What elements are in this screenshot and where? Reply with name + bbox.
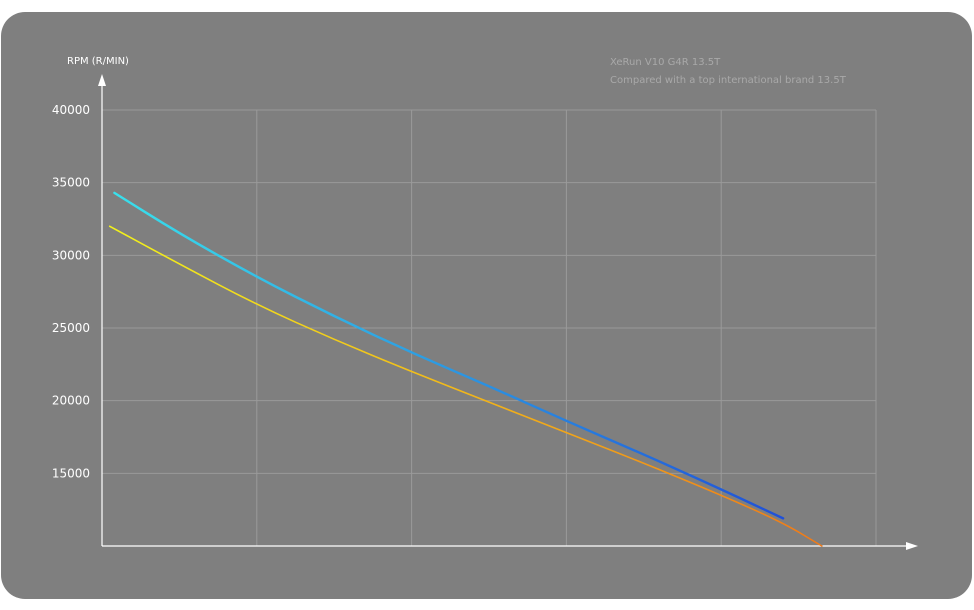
y-tick-labels: 15000 20000 25000 30000 35000 40000	[52, 103, 90, 480]
y-axis-arrow	[98, 74, 106, 86]
grid	[101, 109, 877, 546]
series-line-1	[113, 191, 785, 520]
legend: XeRun V10 G4R 13.5T Compared with a top …	[547, 57, 847, 86]
y-tick-label: 30000	[52, 248, 90, 262]
y-tick-label: 40000	[52, 103, 90, 117]
series	[108, 191, 823, 547]
axes	[98, 74, 918, 550]
y-axis-label: RPM (R/MIN)	[67, 56, 129, 67]
x-axis-arrow	[906, 542, 918, 550]
y-tick-label: 20000	[52, 394, 90, 408]
legend-label-series-2: Compared with a top international brand …	[610, 75, 847, 86]
series-line-2	[108, 225, 823, 547]
y-tick-label: 35000	[52, 176, 90, 190]
legend-label-series-1: XeRun V10 G4R 13.5T	[610, 57, 721, 68]
y-tick-label: 15000	[52, 466, 90, 480]
y-tick-label: 25000	[52, 321, 90, 335]
